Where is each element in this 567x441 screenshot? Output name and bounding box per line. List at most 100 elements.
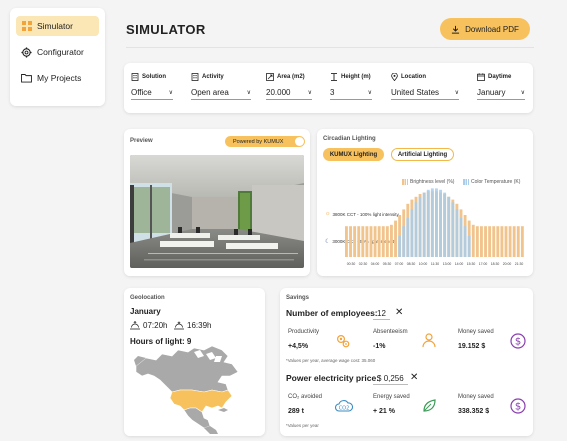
brightness-bar: [500, 226, 504, 257]
brightness-bar: [496, 226, 500, 257]
metric-absenteeism: Absenteeism -1%: [370, 326, 440, 356]
filter-height: Height (m) 3 ∨: [330, 73, 372, 100]
sidebar-item-label: My Projects: [37, 73, 82, 83]
metric-label: Money saved: [458, 329, 494, 335]
brightness-bar: [475, 226, 479, 257]
legend-brightness: Brightness level (%): [402, 179, 454, 185]
sunset-value: 16:39h: [187, 321, 212, 330]
powered-by-kumux-toggle[interactable]: Powered by KUMUX: [225, 136, 305, 147]
brightness-bar: [345, 226, 348, 257]
cct-high-label: ☼ 3800K CCT - 100% light intensity: [325, 211, 399, 217]
dollar-icon: $: [510, 398, 526, 414]
brightness-bar: [504, 226, 508, 257]
savings-note-2: *Values per year: [286, 423, 319, 428]
filters-bar: Solution Office ∨ Activity Open area ∨ Are…: [124, 63, 533, 113]
chevron-down-icon: ∨: [168, 90, 173, 96]
cct-high-text: 3800K CCT - 100% light intensity: [332, 211, 399, 217]
height-select[interactable]: 3 ∨: [330, 88, 372, 100]
metric-productivity: Productivity +4,5%: [285, 326, 355, 356]
sidebar: Simulator Configurator My Projects: [10, 8, 105, 106]
color-temp-bar: [402, 226, 406, 257]
solution-select[interactable]: Office ∨: [131, 88, 173, 100]
x-tick-label: 07:00: [395, 262, 404, 266]
geo-month: January: [130, 307, 161, 316]
color-temp-bar: [451, 202, 455, 257]
area-select[interactable]: 20.000 ∨: [266, 88, 312, 100]
savings-note-1: *Values per year, average wage cost: 35.…: [286, 358, 376, 363]
color-temp-bar: [435, 188, 438, 257]
activity-select[interactable]: Open area ∨: [191, 88, 251, 100]
preview-card: Preview Powered by KUMUX: [124, 129, 310, 276]
sunrise-time: 07:20h: [130, 321, 167, 330]
color-temp-bar: [398, 236, 402, 257]
clear-price-icon[interactable]: ✕: [410, 372, 419, 383]
circadian-lighting-card: Circadian Lighting KUMUX Lighting Artifi…: [317, 129, 533, 276]
x-tick-label: 14:00: [455, 262, 464, 266]
color-temp-bar: [422, 192, 426, 257]
location-select[interactable]: United States ∨: [391, 88, 459, 100]
filter-solution-label: Solution: [142, 74, 166, 80]
metric-value: +4,5%: [288, 343, 309, 350]
sidebar-item-configurator[interactable]: Configurator: [16, 42, 99, 62]
color-temp-bar: [406, 217, 410, 257]
chevron-down-icon: ∨: [367, 90, 372, 96]
filter-activity-label: Activity: [202, 74, 224, 80]
building-icon: [131, 73, 139, 81]
sun-icon: ☼: [325, 211, 331, 217]
metric-label: Absenteeism: [373, 329, 408, 335]
x-tick-label: 11:30: [431, 262, 439, 266]
x-tick-label: 15:30: [467, 262, 476, 266]
svg-text:$: $: [515, 337, 521, 348]
geolocation-card: Geolocation January 07:20h 16:39h Hours …: [124, 288, 265, 436]
metric-label: Energy saved: [373, 394, 410, 400]
price-label: Power electricity price:: [286, 373, 380, 383]
download-icon: [451, 25, 460, 34]
clear-employees-icon[interactable]: ✕: [395, 307, 404, 318]
x-tick-label: 18:30: [491, 262, 500, 266]
legend-color-temp: Color Temperature (K): [463, 179, 520, 185]
brightness-bar: [471, 224, 475, 257]
filter-location: Location United States ∨: [391, 73, 459, 100]
circadian-chart: 00:30 02:30 04:00 05:30 07:00 08:30 10:00 11:30…: [345, 188, 524, 266]
artificial-lighting-tab[interactable]: Artificial Lighting: [391, 148, 454, 161]
gear-icon: [21, 46, 32, 58]
brightness-bar: [361, 226, 365, 257]
brightness-bar: [377, 226, 381, 257]
filter-area: Area (m2) 20.000 ∨: [266, 73, 312, 100]
employees-input[interactable]: 12: [373, 309, 390, 320]
brightness-bar: [516, 226, 520, 257]
color-temp-bar: [439, 189, 442, 257]
legend-color-label: Color Temperature (K): [471, 179, 521, 185]
filter-area-label: Area (m2): [277, 74, 305, 80]
x-tick-label: 04:00: [371, 262, 380, 266]
leaf-icon: [423, 399, 436, 412]
brightness-bar: [390, 224, 393, 257]
expand-icon: [266, 73, 274, 81]
height-value: 3: [330, 88, 335, 97]
brightness-bar: [394, 220, 397, 257]
daytime-value: January: [477, 88, 506, 97]
color-temp-bar: [414, 202, 418, 257]
x-tick-label: 00:30: [347, 262, 356, 266]
filter-solution: Solution Office ∨: [131, 73, 173, 100]
price-input[interactable]: $ 0,256: [373, 374, 408, 385]
chevron-down-icon: ∨: [520, 90, 525, 96]
metric-value: + 21 %: [373, 408, 395, 415]
color-temp-bar: [418, 196, 422, 257]
circadian-label: Circadian Lighting: [323, 136, 376, 142]
download-pdf-button[interactable]: Download PDF: [440, 18, 530, 40]
x-tick-label: 13:00: [443, 262, 452, 266]
sunset-time: 16:39h: [174, 321, 211, 330]
sidebar-item-simulator[interactable]: Simulator: [16, 16, 99, 36]
x-tick-label: 21:30: [515, 262, 524, 266]
svg-text:CO2: CO2: [339, 406, 350, 412]
color-temp-bar: [430, 188, 434, 257]
daytime-select[interactable]: January ∨: [477, 88, 525, 100]
metric-value: 19.152 $: [458, 343, 486, 350]
brightness-bar: [349, 226, 352, 257]
artificial-lighting-label: Artificial Lighting: [397, 151, 448, 158]
kumux-lighting-tab[interactable]: KUMUX Lighting: [323, 148, 384, 161]
sidebar-item-my-projects[interactable]: My Projects: [16, 68, 99, 88]
brightness-bar: [488, 226, 492, 257]
price-value: 0,256: [383, 374, 404, 383]
